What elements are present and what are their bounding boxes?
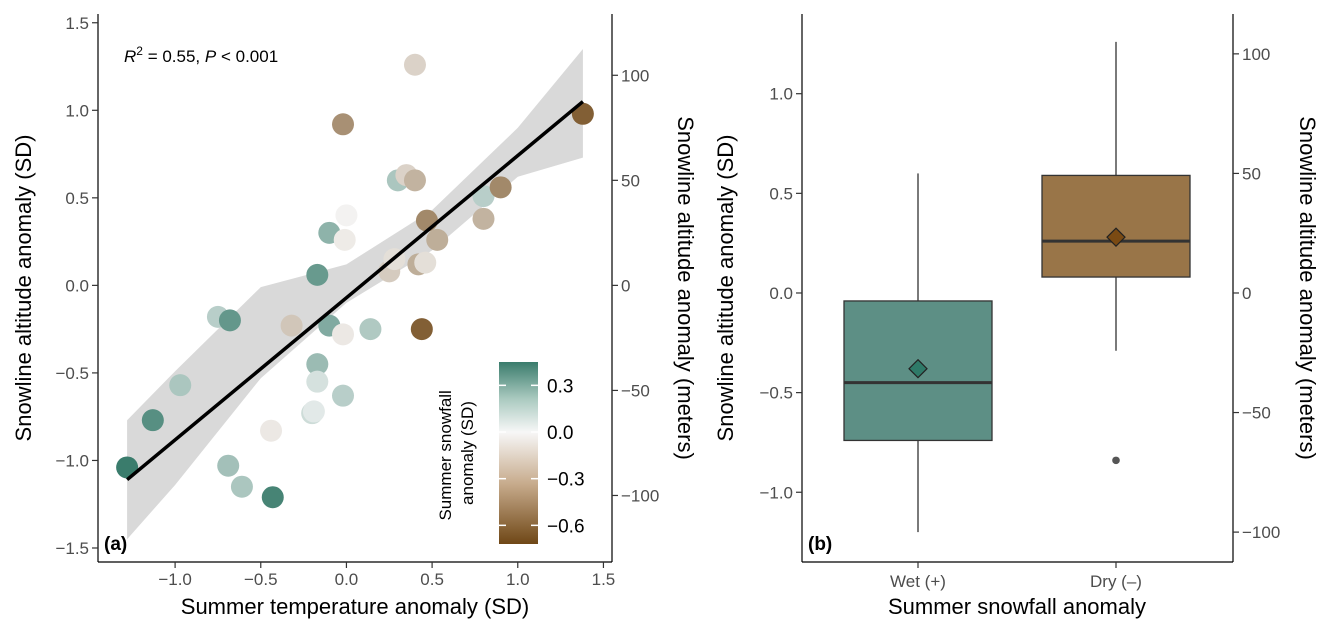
right-tick-label: −100 bbox=[1242, 523, 1280, 542]
box-0 bbox=[843, 173, 993, 533]
right-tick-label: 50 bbox=[1242, 164, 1261, 183]
mean-marker bbox=[1106, 227, 1126, 248]
data-point bbox=[335, 204, 358, 227]
category-label: Wet (+) bbox=[890, 572, 946, 591]
y-axis-title-right-b: Snowline altitude anomaly (meters) bbox=[1295, 116, 1320, 460]
data-point bbox=[332, 384, 355, 407]
colorbar-tick-label: 0.0 bbox=[547, 423, 573, 444]
y-tick-label: −1.0 bbox=[759, 483, 793, 502]
x-ticks-b: Wet (+) Dry (–) bbox=[890, 562, 1142, 591]
y-tick-label: 0.5 bbox=[65, 189, 89, 208]
y-tick-label: 1.0 bbox=[65, 101, 89, 120]
colorbar-tick-label: −0.3 bbox=[547, 470, 585, 491]
colorbar-title: Summer snowfall anomaly (SD) bbox=[436, 385, 477, 520]
y-axis-title-a: Snowline altitude anomaly (SD) bbox=[11, 135, 36, 442]
x-ticks: −1.0 −0.5 0.0 0.5 1.0 1.5 bbox=[158, 562, 615, 589]
right-tick-label: 0 bbox=[621, 276, 630, 295]
data-point bbox=[403, 53, 426, 76]
data-point bbox=[410, 318, 433, 341]
x-tick-label: −1.0 bbox=[158, 570, 192, 589]
right-tick-label: 50 bbox=[621, 171, 640, 190]
y-axis-title-b: Snowline altitude anomaly (SD) bbox=[713, 135, 738, 442]
data-point bbox=[332, 113, 355, 136]
data-point bbox=[306, 353, 329, 376]
right-tick-label: −100 bbox=[621, 486, 659, 505]
right-tick-label: −50 bbox=[621, 381, 650, 400]
data-point bbox=[403, 169, 426, 192]
data-point bbox=[260, 419, 283, 442]
y-tick-label: −0.5 bbox=[759, 384, 793, 403]
annotation-r2: R2 = 0.55, P < 0.001 bbox=[124, 44, 278, 66]
mean-marker bbox=[908, 358, 928, 379]
data-point bbox=[415, 209, 438, 232]
confidence-band bbox=[127, 49, 583, 540]
data-point bbox=[302, 400, 325, 423]
right-tick-label: 100 bbox=[621, 66, 649, 85]
data-point bbox=[472, 207, 495, 230]
x-tick-label: 0.5 bbox=[420, 570, 444, 589]
y-tick-label: 1.0 bbox=[769, 85, 793, 104]
right-tick-label: 0 bbox=[1242, 284, 1251, 303]
box-plots bbox=[843, 41, 1191, 533]
regression-line bbox=[126, 100, 584, 482]
y-ticks-left: −1.5 −1.0 −0.5 0.0 0.5 1.0 1.5 bbox=[55, 14, 98, 558]
x-tick-label: 1.0 bbox=[506, 570, 530, 589]
y-ticks-left-b: −1.0 −0.5 0.0 0.5 1.0 bbox=[759, 85, 802, 502]
data-point bbox=[280, 314, 303, 337]
x-tick-label: 0.0 bbox=[335, 570, 359, 589]
box-1 bbox=[1041, 41, 1191, 465]
panel-b: −1.0 −0.5 0.0 0.5 1.0 −100 −50 0 50 100 Wet (+) D… bbox=[713, 14, 1320, 619]
y-axis-title-right-a: Snowline altitude anomaly (meters) bbox=[673, 116, 698, 460]
data-point bbox=[489, 176, 512, 199]
colorbar-tick-label: 0.3 bbox=[547, 376, 573, 397]
data-point bbox=[230, 475, 253, 498]
y-tick-label: −0.5 bbox=[55, 364, 89, 383]
data-point bbox=[306, 263, 329, 286]
colorbar-tick-label: −0.6 bbox=[547, 516, 585, 537]
data-point bbox=[218, 309, 241, 332]
y-ticks-right-b: −100 −50 0 50 100 bbox=[1233, 45, 1280, 542]
y-tick-label: 0.0 bbox=[65, 276, 89, 295]
scatter-points bbox=[116, 53, 594, 509]
category-label: Dry (–) bbox=[1090, 572, 1142, 591]
box-body bbox=[1041, 174, 1191, 278]
panel-label-a: (a) bbox=[104, 534, 127, 555]
y-ticks-right: −100 −50 0 50 100 bbox=[612, 66, 659, 505]
data-point bbox=[426, 228, 449, 251]
data-point bbox=[306, 370, 329, 393]
x-axis-title-b: Summer snowfall anomaly bbox=[888, 594, 1146, 619]
x-tick-label: −0.5 bbox=[244, 570, 278, 589]
data-point bbox=[217, 454, 240, 477]
x-axis-title-a: Summer temperature anomaly (SD) bbox=[181, 594, 529, 619]
colorbar bbox=[499, 362, 538, 544]
colorbar-ticks: 0.3 0.0 −0.3 −0.6 bbox=[499, 376, 585, 537]
data-point bbox=[141, 409, 164, 432]
right-tick-label: −50 bbox=[1242, 404, 1271, 423]
y-tick-label: −1.5 bbox=[55, 539, 89, 558]
data-point bbox=[333, 228, 356, 251]
panel-label-b: (b) bbox=[808, 534, 832, 555]
data-point bbox=[414, 251, 437, 274]
data-point bbox=[359, 318, 382, 341]
y-tick-label: −1.0 bbox=[55, 451, 89, 470]
right-tick-label: 100 bbox=[1242, 45, 1270, 64]
data-point bbox=[169, 374, 192, 397]
outlier-point bbox=[1112, 456, 1120, 465]
x-tick-label: 1.5 bbox=[592, 570, 616, 589]
data-point bbox=[332, 323, 355, 346]
panel-a: −1.5 −1.0 −0.5 0.0 0.5 1.0 1.5 −1.0 −0.5 0.0 0.5 1… bbox=[11, 14, 698, 619]
data-point bbox=[261, 486, 284, 509]
y-tick-label: 0.5 bbox=[769, 184, 793, 203]
y-tick-label: 0.0 bbox=[769, 284, 793, 303]
y-tick-label: 1.5 bbox=[65, 14, 89, 33]
